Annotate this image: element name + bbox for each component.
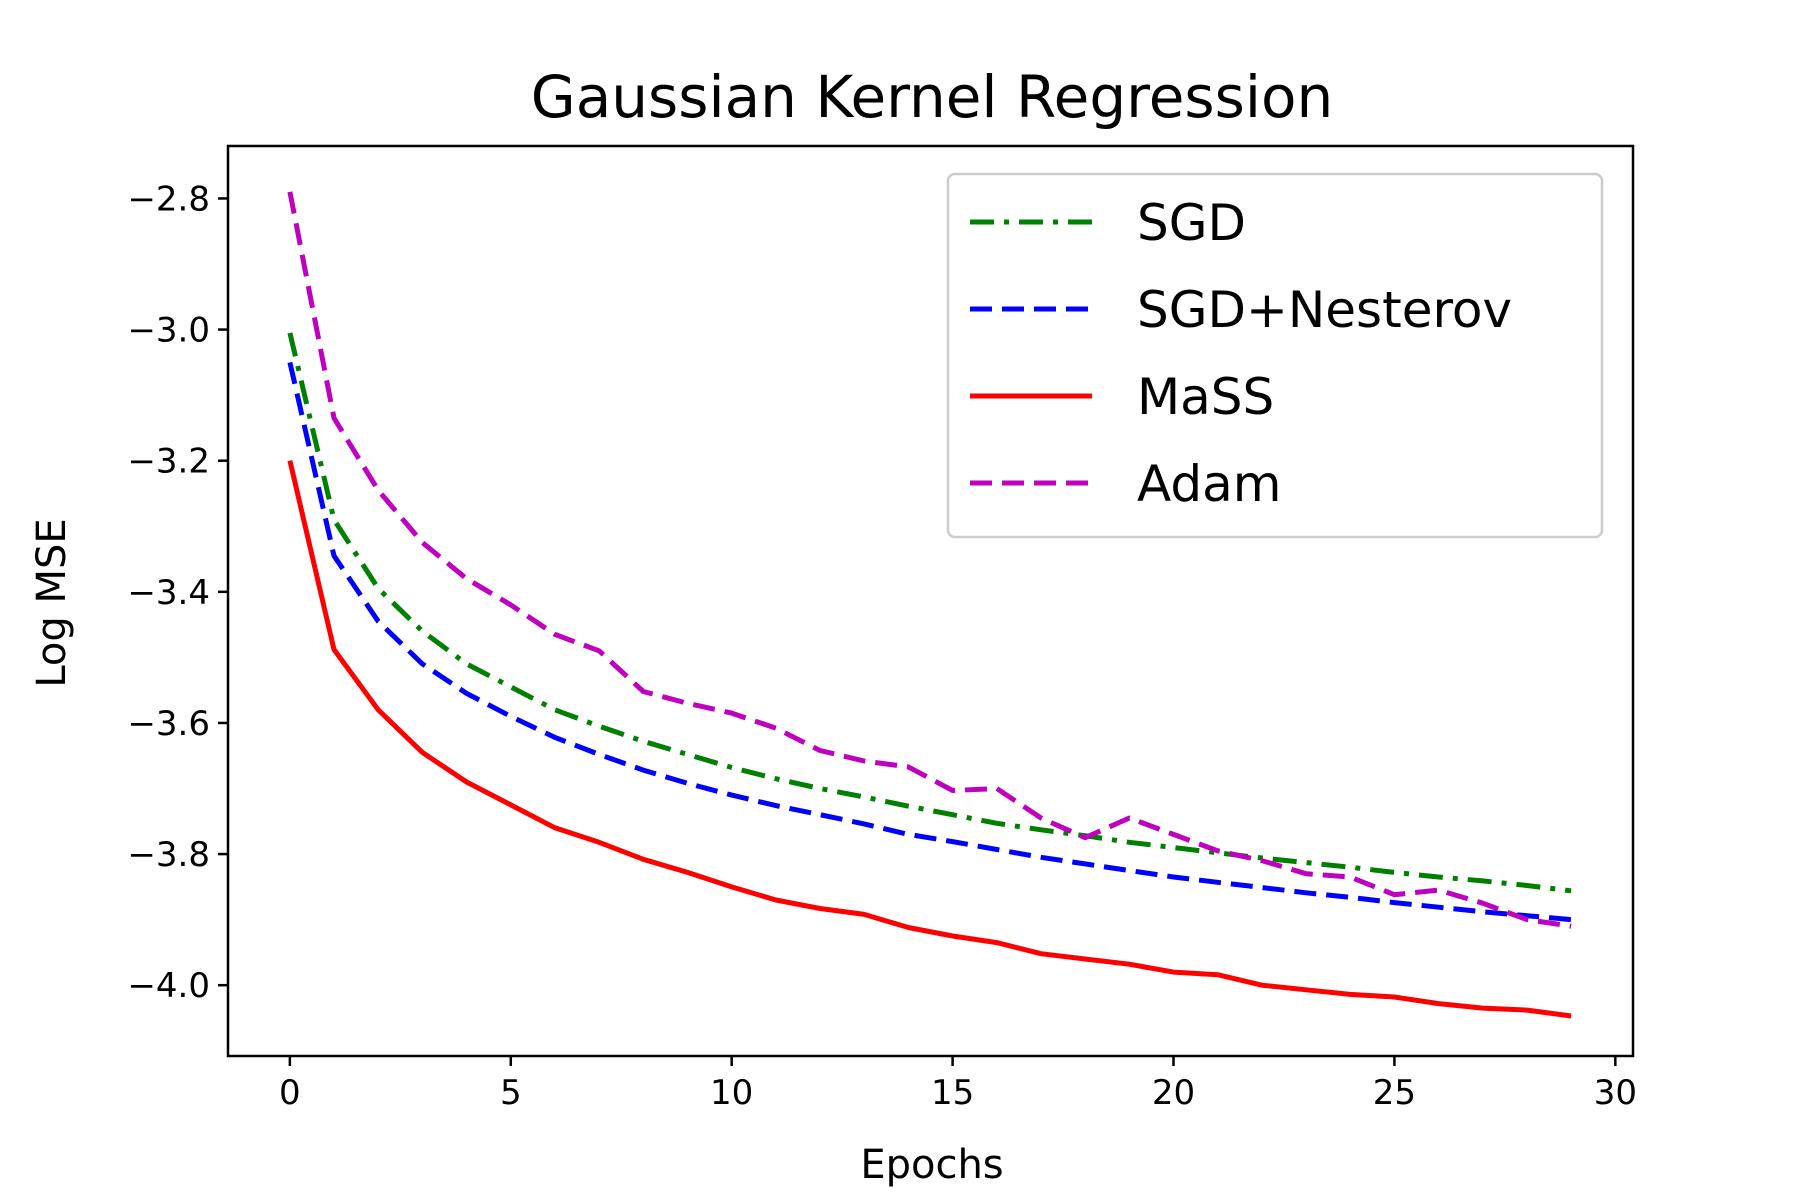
x-axis-label: Epochs (860, 1142, 1003, 1188)
y-tick-label: −4.0 (127, 966, 210, 1006)
x-tick-label: 25 (1373, 1073, 1416, 1113)
legend-entries: SGD SGD+Nesterov MaSS Adam (970, 194, 1512, 513)
plot-series (287, 191, 1572, 1019)
plot-frame (226, 144, 1635, 1058)
x-axis: 0 5 10 15 20 25 30 (279, 1056, 1637, 1113)
series-line-sgd (287, 332, 1572, 894)
x-tick-label: 0 (279, 1073, 301, 1113)
y-axis-label: Log MSE (29, 518, 75, 687)
x-tick-label: 30 (1594, 1073, 1637, 1113)
x-tick-label: 5 (500, 1073, 522, 1113)
x-tick-label: 20 (1152, 1073, 1195, 1113)
y-tick-label: −3.6 (127, 704, 210, 744)
chart-title: Gaussian Kernel Regression (531, 63, 1333, 131)
legend-label: Adam (1137, 455, 1281, 513)
y-tick-label: −3.8 (127, 835, 210, 875)
y-axis: −2.8 −3.0 −3.2 −3.4 −3.6 −3.8 −4.0 (127, 179, 228, 1006)
y-tick-label: −2.8 (127, 179, 210, 219)
series-line-sgd-nesterov (287, 361, 1572, 923)
legend-label: SGD (1137, 194, 1246, 252)
y-tick-label: −3.0 (127, 311, 210, 351)
x-tick-label: 15 (931, 1073, 974, 1113)
series-line-adam (287, 191, 1572, 929)
x-tick-label: 10 (710, 1073, 753, 1113)
series-line-mass (287, 460, 1572, 1019)
legend: SGD SGD+Nesterov MaSS Adam (946, 172, 1604, 539)
legend-label: SGD+Nesterov (1137, 281, 1512, 339)
y-tick-label: −3.2 (127, 442, 210, 482)
legend-box (946, 172, 1604, 539)
legend-label: MaSS (1137, 368, 1274, 426)
y-tick-label: −3.4 (127, 573, 210, 613)
